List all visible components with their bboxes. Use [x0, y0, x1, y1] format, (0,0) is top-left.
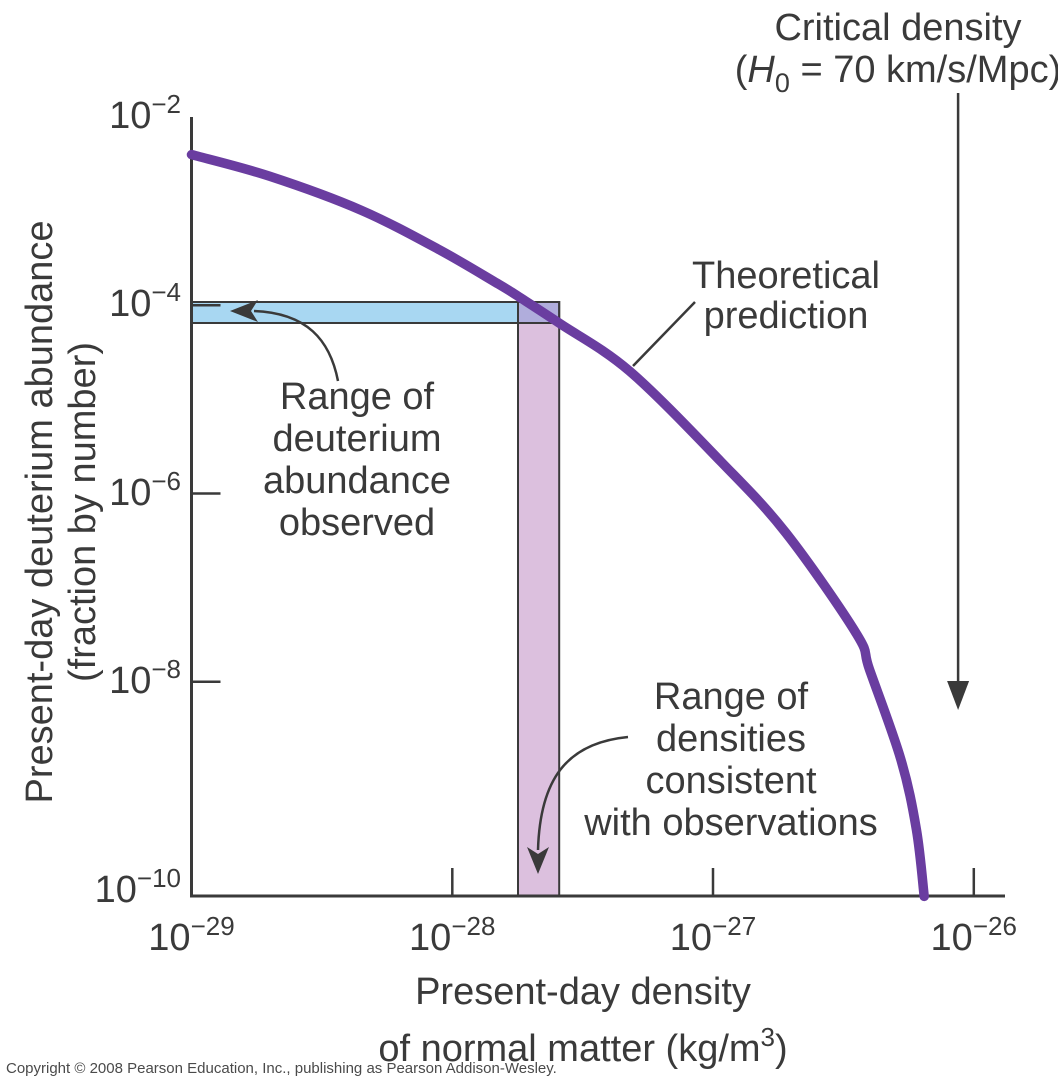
x-axis-title: Present-day density of normal matter (kg…: [378, 970, 787, 1072]
critical-density-label: Critical density (H0 = 70 km/s/Mpc): [735, 7, 1058, 104]
theoretical-prediction-pointer: [632, 301, 696, 367]
density-range-band: [518, 302, 560, 896]
x-tick-label: 10−28: [409, 911, 496, 959]
deuterium-range-arrow: [253, 309, 340, 382]
y-axis-title-line1: Present-day deuterium abundance: [19, 220, 61, 804]
y-tick-label: 10−8: [109, 653, 181, 702]
density-range-label: Range of densities consistent with obser…: [584, 676, 878, 844]
density-range-arrow: [536, 735, 629, 851]
y-tick-label: 10−2: [109, 89, 181, 137]
copyright-notice: Copyright © 2008 Pearson Education, Inc.…: [6, 1060, 557, 1077]
observed-deuterium-band: [191, 302, 560, 323]
hubble-constant-formula: (H0 = 70 km/s/Mpc): [734, 49, 1058, 98]
deuterium-range-label: Range of deuterium abundance observed: [262, 376, 452, 544]
theoretical-prediction-curve: [186, 149, 929, 902]
y-tick-label: 10−4: [109, 277, 181, 326]
density-range-arrowhead-icon: [527, 847, 549, 874]
theoretical-prediction-label: Theoretical prediction: [692, 255, 880, 337]
x-tick-label: 10−29: [148, 911, 235, 959]
x-tick-label: 10−27: [669, 911, 757, 959]
x-axis-title-line2: of normal matter (kg/m3): [378, 1022, 788, 1070]
critical-density-arrowhead-icon: [947, 681, 970, 710]
y-axis-title-line2: (fraction by number): [62, 342, 104, 683]
y-tick-label: 10−10: [94, 863, 181, 911]
x-tick-label: 10−26: [930, 911, 1017, 959]
y-tick-label: 10−6: [109, 465, 181, 514]
critical-density-label-line1: Critical density: [774, 7, 1022, 49]
axes: [190, 117, 1005, 898]
y-axis-title: Present-day deuterium abundance (fractio…: [19, 152, 109, 872]
x-axis-title-line1: Present-day density: [415, 971, 751, 1013]
deuterium-range-arrowhead-icon: [230, 300, 258, 322]
